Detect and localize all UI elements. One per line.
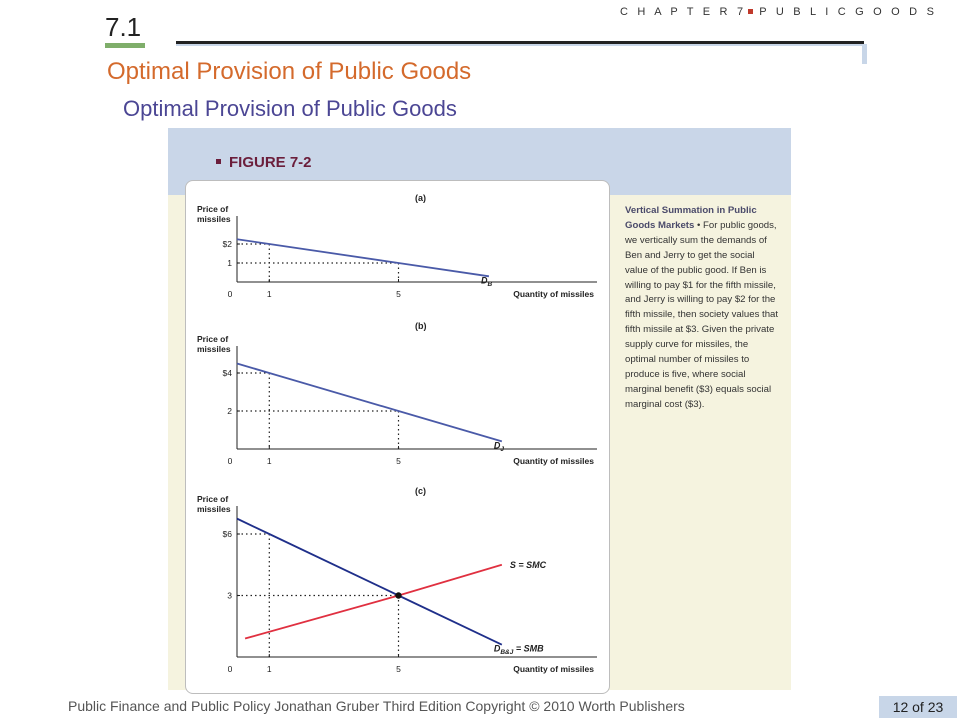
page-title: Optimal Provision of Public Goods (107, 58, 472, 85)
series-line (236, 238, 490, 278)
section-number: 7.1 (105, 12, 142, 42)
y-tick-label: $6 (223, 529, 233, 539)
chapter-number: C H A P T E R 7 (620, 6, 747, 18)
x-tick-label: 5 (396, 289, 401, 299)
figure-caption: Vertical Summation in Public Goods Marke… (625, 204, 780, 413)
y-axis-label: missiles (197, 214, 231, 224)
y-axis-label: missiles (197, 344, 231, 354)
header-rule-shadow (176, 44, 867, 46)
y-tick-label: $4 (223, 368, 233, 378)
x-tick-label: 1 (267, 456, 272, 466)
y-axis-label: missiles (197, 504, 231, 514)
y-axis-label: Price of (197, 494, 228, 504)
header-rule-corner (862, 44, 867, 64)
series-line (236, 362, 503, 443)
figure-label: FIGURE 7-2 (216, 154, 312, 171)
page-subtitle: Optimal Provision of Public Goods (123, 96, 457, 121)
figure-label-text: FIGURE 7-2 (229, 154, 312, 171)
y-tick-label: 1 (227, 258, 232, 268)
equilibrium-point (395, 592, 402, 599)
y-axis-label: Price of (197, 334, 228, 344)
x-tick-label: 5 (396, 664, 401, 674)
x-tick-label: 0 (228, 664, 233, 674)
separator-square-icon (748, 9, 754, 15)
caption-body: • For public goods, we vertically sum th… (625, 219, 779, 410)
x-tick-label: 0 (228, 289, 233, 299)
y-tick-label: $2 (223, 239, 233, 249)
chapter-topic: P U B L I C G O O D S (759, 6, 938, 18)
panel-label: (c) (415, 486, 426, 496)
x-tick-label: 0 (228, 456, 233, 466)
x-axis-label: Quantity of missiles (513, 289, 594, 299)
series-label: DJ (494, 440, 505, 453)
chart-card (185, 180, 610, 694)
panel-label: (b) (415, 321, 427, 331)
bullet-icon (216, 159, 221, 165)
x-tick-label: 1 (267, 289, 272, 299)
x-tick-label: 5 (396, 456, 401, 466)
x-axis-label: Quantity of missiles (513, 456, 594, 466)
series-label: DB&J = SMB (494, 644, 544, 657)
y-tick-label: 3 (227, 591, 232, 601)
y-axis-label: Price of (197, 204, 228, 214)
series-line (244, 563, 503, 640)
header-rule (176, 41, 864, 44)
x-axis-label: Quantity of missiles (513, 664, 594, 674)
series-label: DB (481, 275, 493, 288)
series-label: S = SMC (510, 560, 547, 570)
y-tick-label: 2 (227, 406, 232, 416)
x-tick-label: 1 (267, 664, 272, 674)
panel-label: (a) (415, 193, 426, 203)
page-counter: 12 of 23 (879, 696, 957, 718)
series-line (236, 517, 503, 646)
caption-title: Vertical Summation in Public Goods Marke… (625, 205, 757, 231)
chapter-header: C H A P T E R 7 P U B L I C G O O D S (620, 6, 955, 18)
footer-text: Public Finance and Public Policy Jonatha… (68, 698, 685, 714)
section-underline (105, 43, 145, 48)
